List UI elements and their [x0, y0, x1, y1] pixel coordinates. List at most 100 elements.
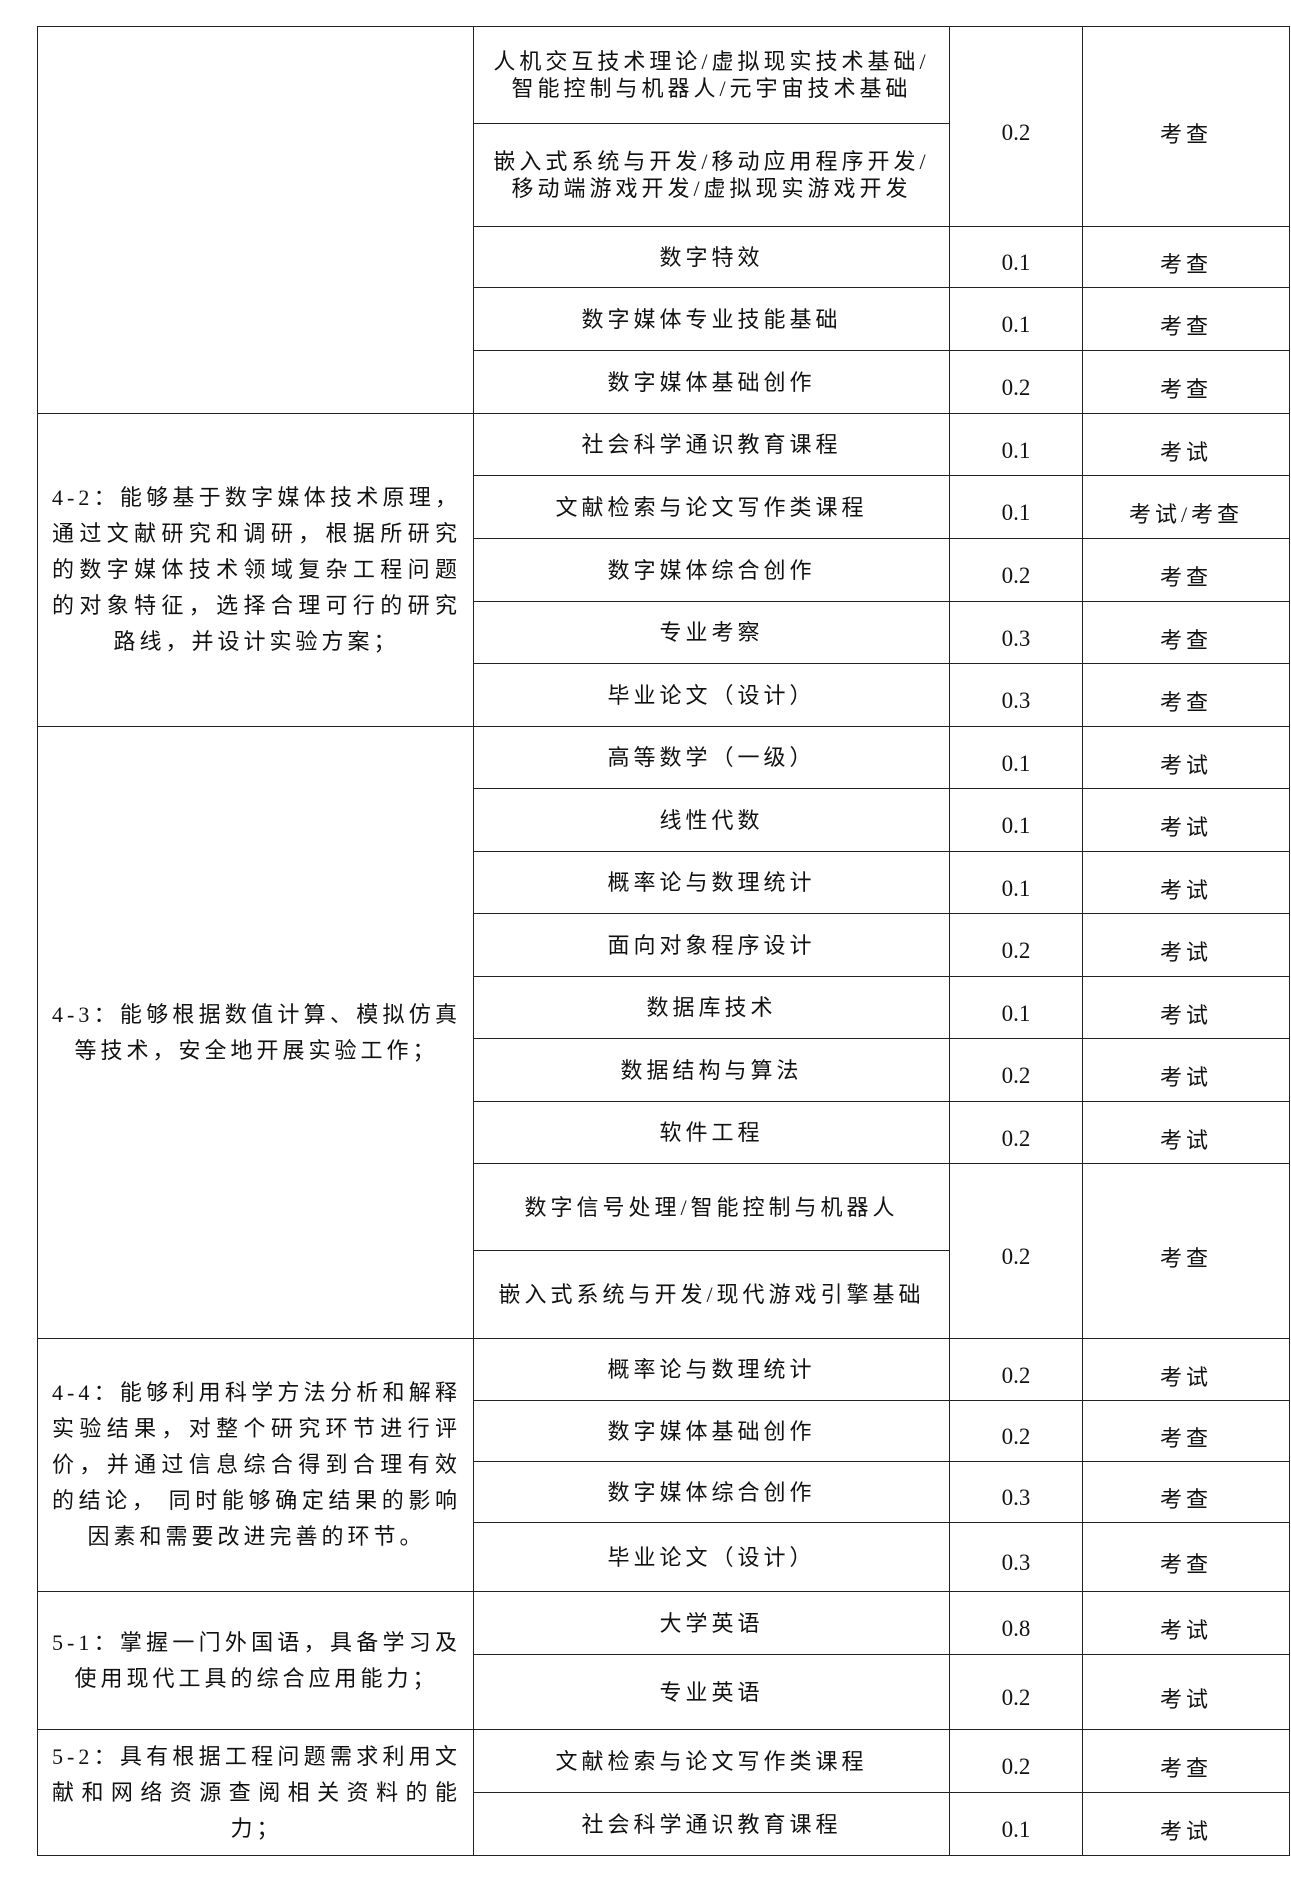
table-row: 嵌入式系统与开发/现代游戏引擎基础: [38, 1250, 1290, 1339]
course-name-cell: 数字媒体基础创作: [473, 1400, 950, 1462]
table-row: 数字媒体综合创作 0.2 考查: [38, 538, 1290, 602]
assessment-method-cell: 考试: [1082, 1038, 1290, 1102]
assessment-method-cell: 考试: [1082, 1792, 1290, 1856]
assessment-method-cell: 考试: [1082, 913, 1290, 977]
course-name-cell: 概率论与数理统计: [473, 851, 950, 914]
weight-cell: 0.2: [949, 538, 1083, 602]
assessment-method-cell: 考试: [1082, 851, 1290, 914]
assessment-method-cell: 考试: [1082, 976, 1290, 1039]
assessment-method-cell: 考查: [1082, 287, 1290, 351]
weight-cell: 0.2: [949, 1729, 1083, 1793]
assessment-method-cell: 考查: [1082, 1163, 1290, 1339]
weight-cell: 0.2: [949, 26, 1083, 227]
course-name-cell: 高等数学（一级）: [473, 726, 950, 789]
weight-cell: 0.2: [949, 913, 1083, 977]
weight-cell: 0.1: [949, 726, 1083, 789]
assessment-method-cell: 考查: [1082, 350, 1290, 414]
assessment-method-cell: 考查: [1082, 1400, 1290, 1462]
table-row: 人机交互技术理论/虚拟现实技术基础/智能控制与机器人/元宇宙技术基础 0.2 考查: [37, 26, 1290, 414]
weight-cell: 0.1: [949, 226, 1083, 288]
assessment-method-cell: 考试: [1082, 1101, 1290, 1164]
assessment-method-cell: 考查: [1082, 601, 1290, 664]
assessment-method-cell: 考试: [1082, 1591, 1290, 1655]
table-row: 毕业论文（设计） 0.3 考查: [38, 663, 1290, 727]
table-row: 软件工程 0.2 考试: [38, 1101, 1290, 1164]
course-name-cell: 嵌入式系统与开发/现代游戏引擎基础: [473, 1250, 950, 1339]
table-row: 专业考察 0.3 考查: [38, 601, 1290, 664]
course-name-cell: 数字媒体综合创作: [473, 1461, 950, 1523]
weight-cell: 0.2: [949, 1400, 1083, 1462]
indicator-cell: 4-3：能够根据数值计算、模拟仿真等技术，安全地开展实验工作；: [37, 726, 474, 1339]
assessment-method-cell: 考查: [1082, 1461, 1290, 1523]
table-row: 4-2：能够基于数字媒体技术原理，通过文献研究和调研，根据所研究的数字媒体技术领…: [37, 413, 1290, 727]
course-name-cell: 数字媒体专业技能基础: [473, 287, 950, 351]
assessment-method-cell: 考查: [1082, 226, 1290, 288]
assessment-method-cell: 考查: [1082, 663, 1290, 727]
course-name-cell: 大学英语: [473, 1591, 950, 1655]
course-name-cell: 线性代数: [473, 788, 950, 852]
indicator-cell: 5-2：具有根据工程问题需求利用文献和网络资源查阅相关资料的能力；: [37, 1729, 474, 1856]
weight-cell: 0.3: [949, 1522, 1083, 1592]
course-name-cell: 概率论与数理统计: [473, 1338, 950, 1401]
weight-cell: 0.2: [949, 1338, 1083, 1401]
weight-cell: 0.2: [949, 1654, 1083, 1730]
table-row: 面向对象程序设计 0.2 考试: [38, 913, 1290, 977]
table-row: 嵌入式系统与开发/移动应用程序开发/移动端游戏开发/虚拟现实游戏开发: [38, 123, 1290, 227]
assessment-method-cell: 考查: [1082, 1729, 1290, 1793]
course-name-cell: 数字特效: [473, 226, 950, 288]
course-name-cell: 数据结构与算法: [473, 1038, 950, 1102]
assessment-method-cell: 考试: [1082, 726, 1290, 789]
course-name-cell: 人机交互技术理论/虚拟现实技术基础/智能控制与机器人/元宇宙技术基础: [473, 26, 950, 124]
course-name-cell: 数字媒体基础创作: [473, 350, 950, 414]
assessment-method-cell: 考试: [1082, 1654, 1290, 1730]
course-name-cell: 面向对象程序设计: [473, 913, 950, 977]
weight-cell: 0.2: [949, 1101, 1083, 1164]
table-row: 数字信号处理/智能控制与机器人 0.2 考查: [38, 1163, 1290, 1339]
assessment-method-cell: 考试/考查: [1082, 475, 1290, 539]
course-name-cell: 文献检索与论文写作类课程: [473, 475, 950, 539]
indicator-cell: 4-4：能够利用科学方法分析和解释实验结果，对整个研究环节进行评价，并通过信息综…: [37, 1338, 474, 1592]
indicator-cell: 5-1：掌握一门外国语，具备学习及使用现代工具的综合应用能力；: [37, 1591, 474, 1730]
course-name-cell: 专业考察: [473, 601, 950, 664]
weight-cell: 0.1: [949, 1792, 1083, 1856]
table-row: 文献检索与论文写作类课程 0.1 考试/考查: [38, 475, 1290, 539]
table-row: 数字媒体基础创作 0.2 考查: [38, 1400, 1290, 1462]
weight-cell: 0.3: [949, 663, 1083, 727]
course-name-cell: 社会科学通识教育课程: [473, 413, 950, 476]
assessment-method-cell: 考查: [1082, 1522, 1290, 1592]
course-name-cell: 毕业论文（设计）: [473, 663, 950, 727]
course-name-cell: 数字媒体综合创作: [473, 538, 950, 602]
table-row: 5-2：具有根据工程问题需求利用文献和网络资源查阅相关资料的能力； 文献检索与论文…: [37, 1729, 1290, 1856]
table-row: 专业英语 0.2 考试: [38, 1654, 1290, 1730]
table-row: 数字媒体综合创作 0.3 考查: [38, 1461, 1290, 1523]
table-row: 数字媒体专业技能基础 0.1 考查: [38, 287, 1290, 351]
weight-cell: 0.2: [949, 1163, 1083, 1339]
weight-cell: 0.1: [949, 475, 1083, 539]
assessment-method-cell: 考试: [1082, 1338, 1290, 1401]
course-name-cell: 数字信号处理/智能控制与机器人: [473, 1163, 950, 1251]
table-row: 数字媒体基础创作 0.2 考查: [38, 350, 1290, 414]
table-row: 4-3：能够根据数值计算、模拟仿真等技术，安全地开展实验工作； 高等数学（一级） 0…: [37, 726, 1290, 1339]
course-name-cell: 社会科学通识教育课程: [473, 1792, 950, 1856]
course-name-cell: 软件工程: [473, 1101, 950, 1164]
weight-cell: 0.1: [949, 287, 1083, 351]
weight-cell: 0.1: [949, 851, 1083, 914]
table-row: 4-4：能够利用科学方法分析和解释实验结果，对整个研究环节进行评价，并通过信息综…: [37, 1338, 1290, 1592]
assessment-method-cell: 考试: [1082, 413, 1290, 476]
course-name-cell: 文献检索与论文写作类课程: [473, 1729, 950, 1793]
weight-cell: 0.8: [949, 1591, 1083, 1655]
indicator-cell: 4-2：能够基于数字媒体技术原理，通过文献研究和调研，根据所研究的数字媒体技术领…: [37, 413, 474, 727]
table-row: 概率论与数理统计 0.1 考试: [38, 851, 1290, 914]
weight-cell: 0.1: [949, 788, 1083, 852]
course-name-cell: 毕业论文（设计）: [473, 1522, 950, 1592]
table-row: 5-1：掌握一门外国语，具备学习及使用现代工具的综合应用能力； 大学英语 0.8 考试: [37, 1591, 1290, 1730]
weight-cell: 0.3: [949, 1461, 1083, 1523]
course-support-table: 人机交互技术理论/虚拟现实技术基础/智能控制与机器人/元宇宙技术基础 0.2 考查嵌…: [37, 26, 1290, 1856]
indicator-cell: [37, 26, 474, 414]
assessment-method-cell: 考查: [1082, 538, 1290, 602]
weight-cell: 0.1: [949, 413, 1083, 476]
table-row: 毕业论文（设计） 0.3 考查: [38, 1522, 1290, 1592]
table-row: 社会科学通识教育课程 0.1 考试: [38, 1792, 1290, 1856]
weight-cell: 0.2: [949, 350, 1083, 414]
table-row: 线性代数 0.1 考试: [38, 788, 1290, 852]
